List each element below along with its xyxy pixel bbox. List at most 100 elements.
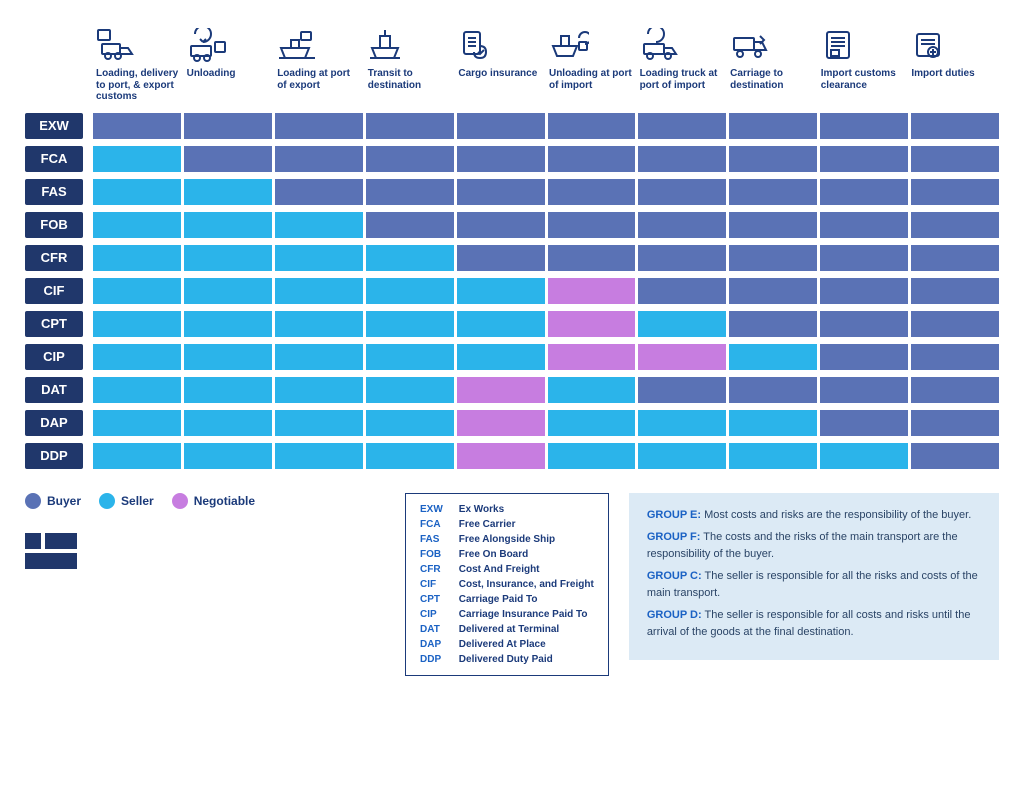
term-bar bbox=[93, 377, 999, 403]
term-code-FCA: FCA bbox=[25, 146, 83, 172]
cell-CIP-9 bbox=[911, 344, 999, 370]
term-code-DAP: DAP bbox=[25, 410, 83, 436]
cell-CPT-2 bbox=[275, 311, 363, 337]
defs-names: Ex WorksFree CarrierFree Alongside ShipF… bbox=[459, 502, 594, 667]
stage-label: Unloading at port of import bbox=[549, 68, 634, 91]
customs-icon bbox=[821, 20, 906, 62]
cell-CFR-2 bbox=[275, 245, 363, 271]
group-desc: GROUP D: The seller is responsible for a… bbox=[647, 607, 981, 640]
footer: Buyer Seller Negotiable EXWFCAFASFOBCFRC… bbox=[25, 493, 999, 676]
cell-DAT-1 bbox=[184, 377, 272, 403]
cell-FAS-0 bbox=[93, 179, 181, 205]
term-bar bbox=[93, 212, 999, 238]
cell-CPT-4 bbox=[457, 311, 545, 337]
cell-FAS-5 bbox=[548, 179, 636, 205]
cell-FAS-9 bbox=[911, 179, 999, 205]
legend-label: Negotiable bbox=[194, 494, 255, 508]
cell-FOB-5 bbox=[548, 212, 636, 238]
term-code-CFR: CFR bbox=[25, 245, 83, 271]
cell-FCA-6 bbox=[638, 146, 726, 172]
cell-CFR-8 bbox=[820, 245, 908, 271]
legend: Buyer Seller Negotiable bbox=[25, 493, 385, 509]
cell-CIF-2 bbox=[275, 278, 363, 304]
cell-DAP-3 bbox=[366, 410, 454, 436]
stage-label: Import duties bbox=[911, 68, 996, 80]
truck-load-icon bbox=[640, 20, 725, 62]
cell-FCA-4 bbox=[457, 146, 545, 172]
stage-header-5: Unloading at port of import bbox=[546, 20, 637, 103]
cell-CIF-3 bbox=[366, 278, 454, 304]
legend-swatch bbox=[99, 493, 115, 509]
cell-DDP-8 bbox=[820, 443, 908, 469]
ship-load-icon bbox=[277, 20, 362, 62]
term-code-FOB: FOB bbox=[25, 212, 83, 238]
cell-DAT-3 bbox=[366, 377, 454, 403]
cell-DDP-4 bbox=[457, 443, 545, 469]
cell-EXW-9 bbox=[911, 113, 999, 139]
cell-CPT-3 bbox=[366, 311, 454, 337]
legend-item: Buyer bbox=[25, 493, 81, 509]
cell-DDP-9 bbox=[911, 443, 999, 469]
cell-CIP-5 bbox=[548, 344, 636, 370]
cell-CIP-1 bbox=[184, 344, 272, 370]
cell-DAP-7 bbox=[729, 410, 817, 436]
stage-header-1: Unloading bbox=[184, 20, 275, 103]
cell-CIP-3 bbox=[366, 344, 454, 370]
cell-CPT-7 bbox=[729, 311, 817, 337]
table-row: CPT bbox=[25, 311, 999, 337]
legend-swatch bbox=[172, 493, 188, 509]
table-row: DAT bbox=[25, 377, 999, 403]
cell-CPT-1 bbox=[184, 311, 272, 337]
term-bar bbox=[93, 344, 999, 370]
cell-CIP-8 bbox=[820, 344, 908, 370]
cell-EXW-5 bbox=[548, 113, 636, 139]
stage-header-8: Import customs clearance bbox=[818, 20, 909, 103]
table-row: EXW bbox=[25, 113, 999, 139]
cell-FCA-3 bbox=[366, 146, 454, 172]
table-row: DDP bbox=[25, 443, 999, 469]
cell-CFR-5 bbox=[548, 245, 636, 271]
stage-header-9: Import duties bbox=[908, 20, 999, 103]
cell-FOB-2 bbox=[275, 212, 363, 238]
cell-DAT-7 bbox=[729, 377, 817, 403]
group-desc: GROUP F: The costs and the risks of the … bbox=[647, 529, 981, 562]
cell-CPT-0 bbox=[93, 311, 181, 337]
cell-FAS-4 bbox=[457, 179, 545, 205]
cell-CFR-9 bbox=[911, 245, 999, 271]
stage-headers: Loading, delivery to port, & export cust… bbox=[93, 20, 999, 103]
stage-label: Cargo insurance bbox=[458, 68, 543, 80]
cell-DAT-2 bbox=[275, 377, 363, 403]
stage-label: Import customs clearance bbox=[821, 68, 906, 91]
unload-icon bbox=[187, 20, 272, 62]
cell-FAS-2 bbox=[275, 179, 363, 205]
term-code-DAT: DAT bbox=[25, 377, 83, 403]
cell-CFR-0 bbox=[93, 245, 181, 271]
table-row: DAP bbox=[25, 410, 999, 436]
duties-icon bbox=[911, 20, 996, 62]
term-bar bbox=[93, 113, 999, 139]
cell-CIF-8 bbox=[820, 278, 908, 304]
stage-label: Transit to destination bbox=[368, 68, 453, 91]
cell-FCA-8 bbox=[820, 146, 908, 172]
cell-DAP-1 bbox=[184, 410, 272, 436]
loading-icon bbox=[96, 20, 181, 62]
cell-FOB-6 bbox=[638, 212, 726, 238]
cell-CPT-8 bbox=[820, 311, 908, 337]
cell-FAS-3 bbox=[366, 179, 454, 205]
term-code-CPT: CPT bbox=[25, 311, 83, 337]
cell-CIF-7 bbox=[729, 278, 817, 304]
incoterm-rows: EXW FCA FAS FOB CFR CIF CPT CIP DAT DAP … bbox=[25, 113, 999, 469]
table-row: CFR bbox=[25, 245, 999, 271]
cell-DAT-8 bbox=[820, 377, 908, 403]
cell-CFR-3 bbox=[366, 245, 454, 271]
cell-FAS-1 bbox=[184, 179, 272, 205]
table-row: CIP bbox=[25, 344, 999, 370]
cell-CPT-9 bbox=[911, 311, 999, 337]
term-code-CIF: CIF bbox=[25, 278, 83, 304]
stage-label: Unloading bbox=[187, 68, 272, 80]
definitions-box: EXWFCAFASFOBCFRCIFCPTCIPDATDAPDDPEx Work… bbox=[405, 493, 609, 676]
cell-FCA-7 bbox=[729, 146, 817, 172]
cell-EXW-8 bbox=[820, 113, 908, 139]
ship-icon bbox=[368, 20, 453, 62]
cell-CIP-6 bbox=[638, 344, 726, 370]
